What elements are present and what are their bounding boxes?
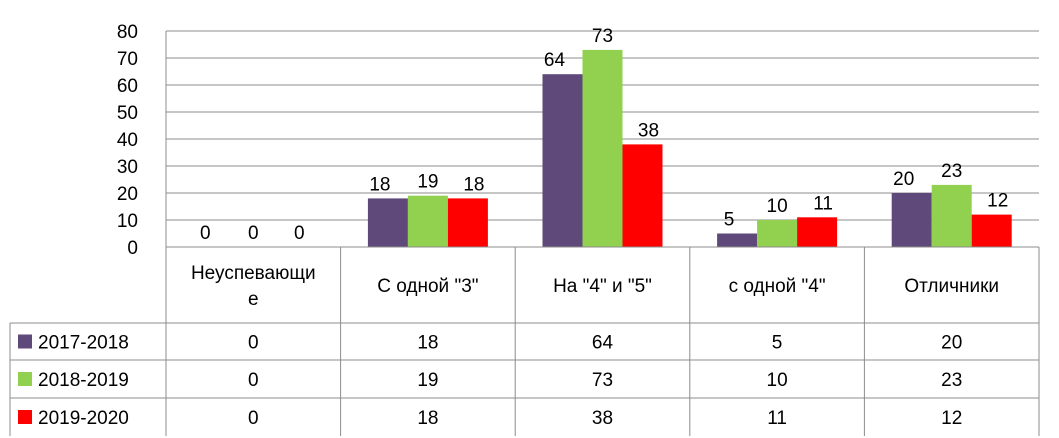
table-cell: 38 bbox=[592, 408, 613, 429]
legend-label: 2019-2020 bbox=[38, 408, 129, 429]
table-cell: 18 bbox=[417, 408, 438, 429]
legend-swatch bbox=[18, 334, 32, 349]
y-tick-label: 20 bbox=[117, 184, 138, 205]
data-label: 20 bbox=[893, 169, 914, 190]
bar-2017-2018-2 bbox=[542, 74, 583, 247]
table-cell: 64 bbox=[592, 333, 614, 354]
legend-swatch bbox=[18, 372, 32, 386]
legend-label: 2018-2019 bbox=[38, 370, 129, 391]
data-label: 73 bbox=[592, 26, 613, 47]
bar-2018-2019-4 bbox=[931, 184, 972, 247]
table-cell: 10 bbox=[767, 370, 788, 391]
data-label: 18 bbox=[463, 174, 484, 195]
y-tick-label: 50 bbox=[117, 103, 138, 124]
data-label: 0 bbox=[294, 223, 305, 244]
table-cell: 18 bbox=[417, 333, 438, 354]
bar-2018-2019-1 bbox=[407, 195, 448, 247]
y-tick-label: 80 bbox=[117, 22, 138, 43]
y-tick-label: 10 bbox=[117, 211, 138, 232]
bar-2018-2019-3 bbox=[757, 220, 798, 247]
bar-2019-2020-3 bbox=[797, 217, 838, 247]
table-cell: 23 bbox=[941, 370, 962, 391]
data-label: 0 bbox=[200, 223, 211, 244]
data-label: 18 bbox=[369, 174, 390, 195]
x-tick-label: Отличники bbox=[904, 276, 999, 297]
data-label: 10 bbox=[767, 196, 788, 217]
data-label: 64 bbox=[544, 50, 566, 71]
table-cell: 19 bbox=[417, 370, 438, 391]
y-tick-label: 0 bbox=[127, 238, 138, 259]
legend-swatch bbox=[18, 410, 32, 424]
table-cell: 0 bbox=[248, 333, 259, 354]
y-axis: 0 10 20 30 40 50 60 70 80 bbox=[117, 22, 167, 259]
x-tick-label: с одной "4" bbox=[729, 276, 826, 297]
data-label: 23 bbox=[941, 161, 962, 182]
bar-2019-2020-4 bbox=[971, 214, 1012, 247]
table-cell: 0 bbox=[248, 408, 259, 429]
data-table: Неуспевающи е С одной "3" На "4" и "5" с одн… bbox=[9, 246, 1040, 436]
x-tick-label: С одной "3" bbox=[377, 276, 478, 297]
y-tick-label: 30 bbox=[117, 157, 138, 178]
x-tick-label: На "4" и "5" bbox=[553, 276, 652, 297]
bar-2018-2019-2 bbox=[582, 49, 623, 248]
data-label: 5 bbox=[724, 210, 735, 231]
table-cell: 73 bbox=[592, 370, 613, 391]
x-tick-label: Неуспевающи bbox=[191, 263, 316, 284]
table-cell: 11 bbox=[767, 408, 787, 429]
bar-2019-2020-1 bbox=[447, 198, 488, 247]
y-tick-label: 60 bbox=[117, 76, 138, 97]
legend-label: 2017-2018 bbox=[38, 333, 129, 354]
data-label: 11 bbox=[813, 193, 833, 214]
data-labels: 0 18 64 5 20 0 19 73 10 23 0 18 38 11 12 bbox=[200, 26, 1008, 244]
x-tick-label: е bbox=[248, 289, 259, 310]
table-cell: 12 bbox=[941, 408, 962, 429]
bar-2017-2018-4 bbox=[891, 193, 932, 247]
data-label: 38 bbox=[638, 120, 659, 141]
bars bbox=[367, 49, 1012, 248]
y-tick-label: 70 bbox=[117, 49, 138, 70]
bar-2017-2018-3 bbox=[717, 233, 758, 247]
data-label: 12 bbox=[987, 191, 1008, 212]
bar-2019-2020-2 bbox=[622, 144, 663, 247]
y-tick-label: 40 bbox=[117, 130, 138, 151]
data-label: 19 bbox=[417, 172, 438, 193]
bar-2017-2018-1 bbox=[367, 198, 408, 247]
table-cell: 20 bbox=[941, 333, 962, 354]
table-cell: 0 bbox=[248, 370, 259, 391]
table-cell: 5 bbox=[772, 333, 783, 354]
data-label: 0 bbox=[248, 223, 259, 244]
